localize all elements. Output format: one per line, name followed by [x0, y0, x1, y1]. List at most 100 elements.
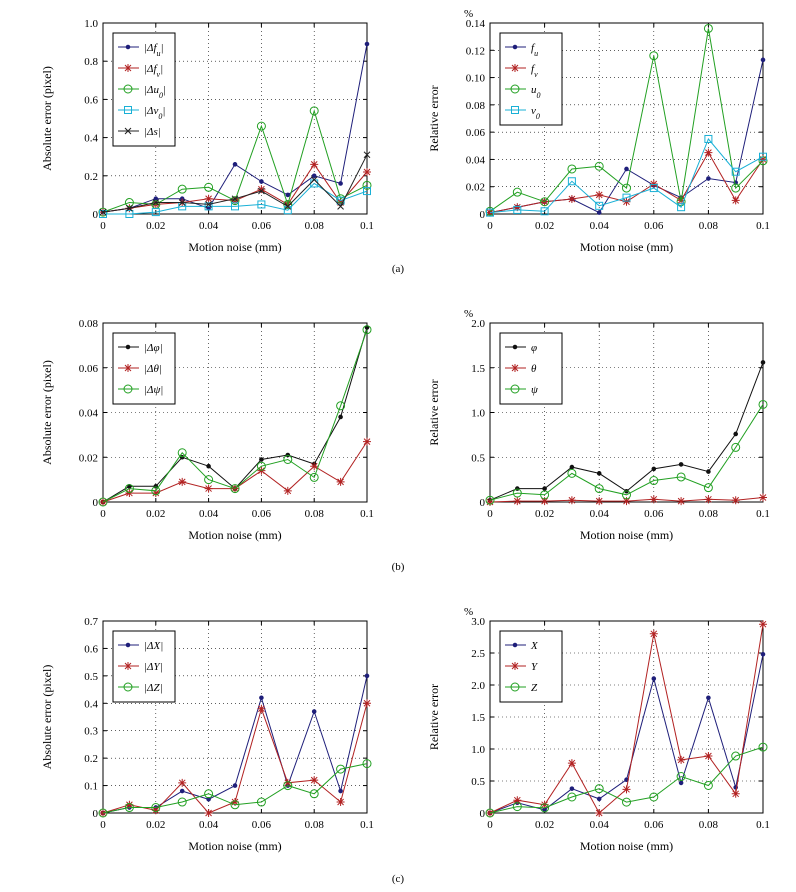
- data-point: [125, 800, 134, 809]
- data-point: [363, 699, 371, 708]
- x-tick-label: 0: [100, 819, 106, 831]
- data-point: [651, 676, 657, 681]
- series-3: [98, 325, 372, 507]
- y-tick-label: 2.0: [471, 680, 485, 692]
- data-point: [151, 806, 160, 815]
- legend-entry: |ΔY|: [144, 661, 163, 673]
- data-point: [567, 164, 577, 174]
- data-point: [178, 778, 187, 787]
- x-tick-label: 0.08: [305, 508, 325, 520]
- legend-marker: [510, 84, 520, 94]
- plot-frame: [489, 22, 764, 215]
- data-point: [704, 148, 713, 157]
- data-point: [205, 201, 212, 208]
- x-tick-label: 0.04: [199, 220, 219, 232]
- data-point: [310, 176, 318, 183]
- legend-entry: |Δfu|: [144, 42, 164, 58]
- data-point: [622, 785, 631, 794]
- chart-a-right: 0 0.02 0.04 0.06 0.08 0.100.020.040.060.080.1…: [427, 8, 770, 254]
- data-point: [364, 673, 370, 679]
- legend-entry: ψ: [531, 384, 538, 396]
- series-line: [489, 28, 764, 212]
- y-axis-label: Absolute error (pixel): [40, 66, 54, 171]
- data-point: [258, 187, 265, 195]
- chart-a-left: 0 0.02 0.04 0.06 0.08 0.1 0 0.2 0.4 0.6 0.8 1.0 Moti…: [40, 18, 374, 254]
- plot-frame: [102, 22, 368, 215]
- series-line: [102, 329, 368, 503]
- legend-marker: [125, 642, 131, 648]
- y-tick-label: 0.02: [79, 452, 98, 464]
- series-line: [102, 109, 368, 213]
- data-point: [567, 792, 577, 802]
- y-tick-label: 0: [480, 808, 486, 820]
- x-tick-label: 0.1: [360, 220, 374, 232]
- data-point: [703, 780, 713, 790]
- legend-marker: [124, 64, 132, 72]
- x-tick-label: 0.02: [146, 508, 165, 520]
- series-3: [485, 399, 768, 505]
- data-point: [98, 497, 108, 507]
- data-point: [622, 197, 631, 206]
- series-3: [98, 106, 372, 217]
- y-tick-label: 0.3: [84, 726, 98, 738]
- legend-marker: [511, 64, 519, 72]
- legend-entry: Y: [531, 661, 539, 673]
- data-point: [257, 185, 266, 194]
- data-point: [178, 199, 186, 206]
- data-point: [362, 180, 372, 190]
- x-axis-label: Motion noise (mm): [580, 839, 673, 853]
- data-point: [485, 808, 495, 818]
- y-tick-label: 0.5: [471, 776, 485, 788]
- legend: XYZ: [499, 630, 563, 703]
- panel-label: (c): [392, 873, 405, 885]
- data-point: [259, 695, 264, 701]
- data-point: [703, 483, 713, 493]
- x-tick-label: 0: [100, 220, 106, 232]
- data-point: [540, 803, 550, 813]
- data-point: [569, 464, 575, 470]
- y-tick-label: 0.5: [471, 452, 485, 464]
- series-3: [485, 742, 768, 818]
- x-tick-label: 0.1: [360, 819, 374, 831]
- data-point: [513, 796, 522, 805]
- data-point: [594, 161, 604, 171]
- data-point: [177, 797, 187, 807]
- x-tick-label: 0.04: [199, 508, 219, 520]
- y-tick-label: 0.08: [466, 100, 486, 112]
- data-point: [731, 751, 741, 761]
- legend-entry: |Δθ|: [144, 363, 162, 375]
- legend-entry: θ: [531, 363, 537, 375]
- legend-entry: |Δu0|: [144, 84, 166, 100]
- series-2: [99, 160, 371, 217]
- x-tick-label: 0: [487, 220, 493, 232]
- data-point: [704, 495, 713, 504]
- y-tick-label: 1.0: [84, 18, 98, 30]
- data-point: [124, 484, 134, 494]
- data-point: [309, 789, 319, 799]
- legend-marker: [125, 44, 131, 50]
- y-tick-label: 0.7: [84, 616, 98, 628]
- data-point: [152, 199, 160, 206]
- chart-c-left: 0 0.02 0.04 0.06 0.08 0.1 0 0.1 0.2 0.3 0.4 0.5 0.6 0…: [40, 616, 374, 853]
- legend-marker: [510, 682, 520, 692]
- data-point: [622, 490, 631, 500]
- y-tick-label: 0.04: [79, 408, 99, 420]
- plot-frame: [102, 620, 368, 814]
- legend-entry: u0: [531, 84, 541, 100]
- y-tick-label: 3.0: [471, 616, 485, 628]
- y-unit-label: %: [464, 606, 473, 618]
- data-point: [364, 41, 370, 47]
- legend-entry: |Δfv|: [144, 63, 163, 79]
- data-point: [540, 197, 550, 207]
- legend-marker: [512, 344, 518, 350]
- y-axis-label: Relative error: [427, 85, 441, 151]
- data-point: [204, 809, 213, 817]
- panel-label: (a): [392, 263, 405, 275]
- legend-entry: |ΔX|: [144, 640, 163, 652]
- x-axis-label: Motion noise (mm): [188, 528, 281, 542]
- data-point: [512, 187, 522, 197]
- data-point: [363, 187, 371, 196]
- x-tick-label: 0: [487, 508, 493, 520]
- data-point: [624, 166, 629, 172]
